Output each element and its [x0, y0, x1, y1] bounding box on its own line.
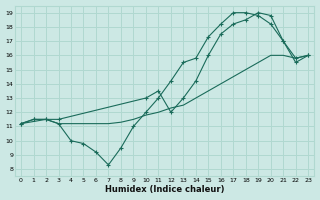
- X-axis label: Humidex (Indice chaleur): Humidex (Indice chaleur): [105, 185, 224, 194]
